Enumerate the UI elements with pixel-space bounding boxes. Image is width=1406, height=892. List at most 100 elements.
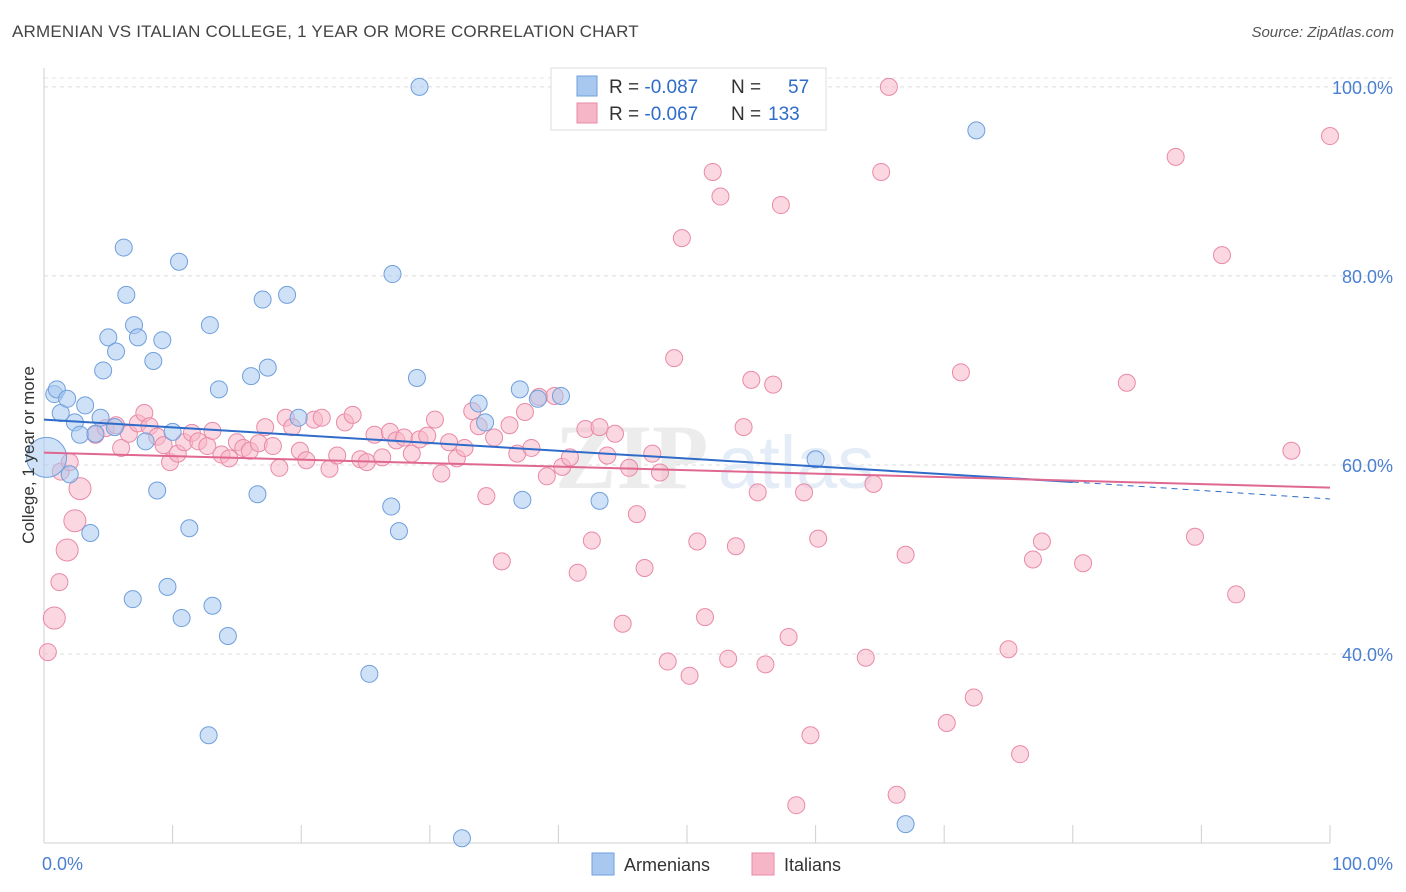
italians-point-92 [711, 187, 730, 206]
italians-point-105 [809, 529, 828, 548]
italians-point-101 [779, 627, 798, 646]
armenians-r-label: R = [609, 77, 644, 98]
armenians-point-35 [242, 367, 261, 386]
italians-point-79 [613, 614, 632, 633]
armenians-point-14 [105, 418, 124, 437]
armenians-point-31 [200, 316, 219, 335]
italians-point-107 [864, 474, 883, 493]
italians-point-103 [795, 483, 814, 502]
italians-point-113 [951, 363, 970, 382]
italians-point-55 [432, 464, 451, 483]
armenians-point-54 [590, 491, 609, 510]
armenians-points [26, 77, 986, 848]
source-label: Source: ZipAtlas.com [1251, 24, 1394, 41]
x-tick-labels: 0.0% 100.0% [42, 854, 1393, 874]
armenians-point-46 [410, 77, 429, 96]
italians-point-81 [627, 505, 646, 524]
armenians-point-45 [407, 369, 426, 387]
italians-point-122 [1185, 527, 1204, 546]
italians-point-62 [485, 428, 504, 447]
armenians-point-16 [114, 238, 133, 257]
italians-point-124 [1227, 585, 1246, 604]
italians-point-54 [425, 410, 444, 429]
y-tick-label-3: 100.0% [1332, 78, 1393, 98]
armenians-point-44 [389, 522, 408, 541]
italians-point-73 [568, 563, 587, 582]
italians-point-76 [590, 418, 609, 437]
italians-point-117 [1023, 550, 1042, 569]
italians-point-64 [500, 416, 519, 435]
armenians-point-36 [248, 485, 267, 504]
italians-point-11 [112, 438, 131, 457]
armenians-point-50 [510, 380, 529, 399]
italians-point-33 [270, 458, 289, 477]
armenians-point-24 [153, 331, 172, 350]
armenians-point-21 [136, 432, 155, 451]
armenians-point-29 [180, 519, 199, 538]
armenians-point-42 [382, 497, 401, 516]
armenians-point-15 [107, 342, 126, 361]
italians-point-90 [696, 608, 715, 627]
armenians-point-40 [289, 408, 308, 427]
armenians-point-48 [469, 394, 488, 413]
italians-point-77 [598, 446, 617, 465]
armenians-point-5 [60, 465, 79, 484]
italians-point-86 [665, 349, 684, 368]
italians-trend-line [43, 451, 1331, 489]
italians-r-value: -0.067 [644, 104, 698, 125]
armenians-n-value: 57 [788, 77, 809, 98]
italians-point-106 [856, 648, 875, 667]
italians-point-63 [492, 552, 511, 571]
italians-point-96 [742, 370, 761, 389]
italians-point-84 [650, 463, 669, 482]
italians-point-89 [688, 532, 707, 551]
legend-italians-swatch [751, 852, 775, 876]
armenians-point-33 [209, 380, 228, 399]
armenians-point-51 [513, 490, 532, 509]
armenians-swatch [576, 75, 598, 97]
italians-point-125 [1282, 441, 1301, 460]
italians-point-91 [703, 162, 722, 181]
italians-point-114 [964, 688, 983, 707]
italians-point-97 [748, 483, 767, 502]
armenians-point-10 [86, 424, 105, 443]
italians-point-99 [764, 375, 783, 394]
armenians-point-37 [253, 290, 272, 309]
italians-point-95 [734, 418, 753, 437]
italians-point-85 [658, 652, 677, 671]
armenians-stats: R = -0.087 N = 57 [609, 77, 809, 98]
x-tick-label-0: 0.0% [42, 854, 83, 874]
italians-point-121 [1166, 147, 1185, 166]
italians-point-126 [1321, 127, 1339, 146]
armenians-point-34 [218, 627, 237, 646]
armenians-point-0 [26, 436, 68, 478]
armenians-point-57 [967, 121, 986, 140]
italians-point-119 [1074, 554, 1093, 573]
italians-point-118 [1032, 532, 1051, 551]
armenians-point-52 [528, 389, 547, 408]
italians-point-93 [719, 649, 738, 668]
italians-point-1 [42, 606, 66, 630]
armenians-point-25 [158, 577, 177, 596]
chart-title: ARMENIAN VS ITALIAN COLLEGE, 1 YEAR OR M… [12, 22, 639, 41]
armenians-point-39 [278, 285, 297, 304]
italians-stats: R = -0.067 N = 133 [609, 104, 800, 125]
italians-point-83 [643, 444, 662, 463]
legend-armenians-label: Armenians [624, 855, 710, 875]
italians-point-111 [896, 545, 915, 564]
italians-point-6 [63, 509, 87, 533]
italians-point-32 [263, 437, 282, 456]
armenians-trend-line [43, 418, 1073, 483]
italians-points [38, 77, 1339, 815]
armenians-point-12 [94, 361, 113, 380]
italians-point-123 [1212, 246, 1231, 265]
italians-point-58 [455, 438, 474, 457]
italians-point-72 [560, 448, 579, 467]
armenians-point-26 [163, 422, 182, 441]
armenians-point-4 [58, 389, 77, 408]
italians-point-78 [605, 424, 624, 443]
armenians-point-23 [148, 481, 167, 500]
italians-point-120 [1117, 373, 1136, 392]
italians-point-108 [872, 162, 891, 181]
